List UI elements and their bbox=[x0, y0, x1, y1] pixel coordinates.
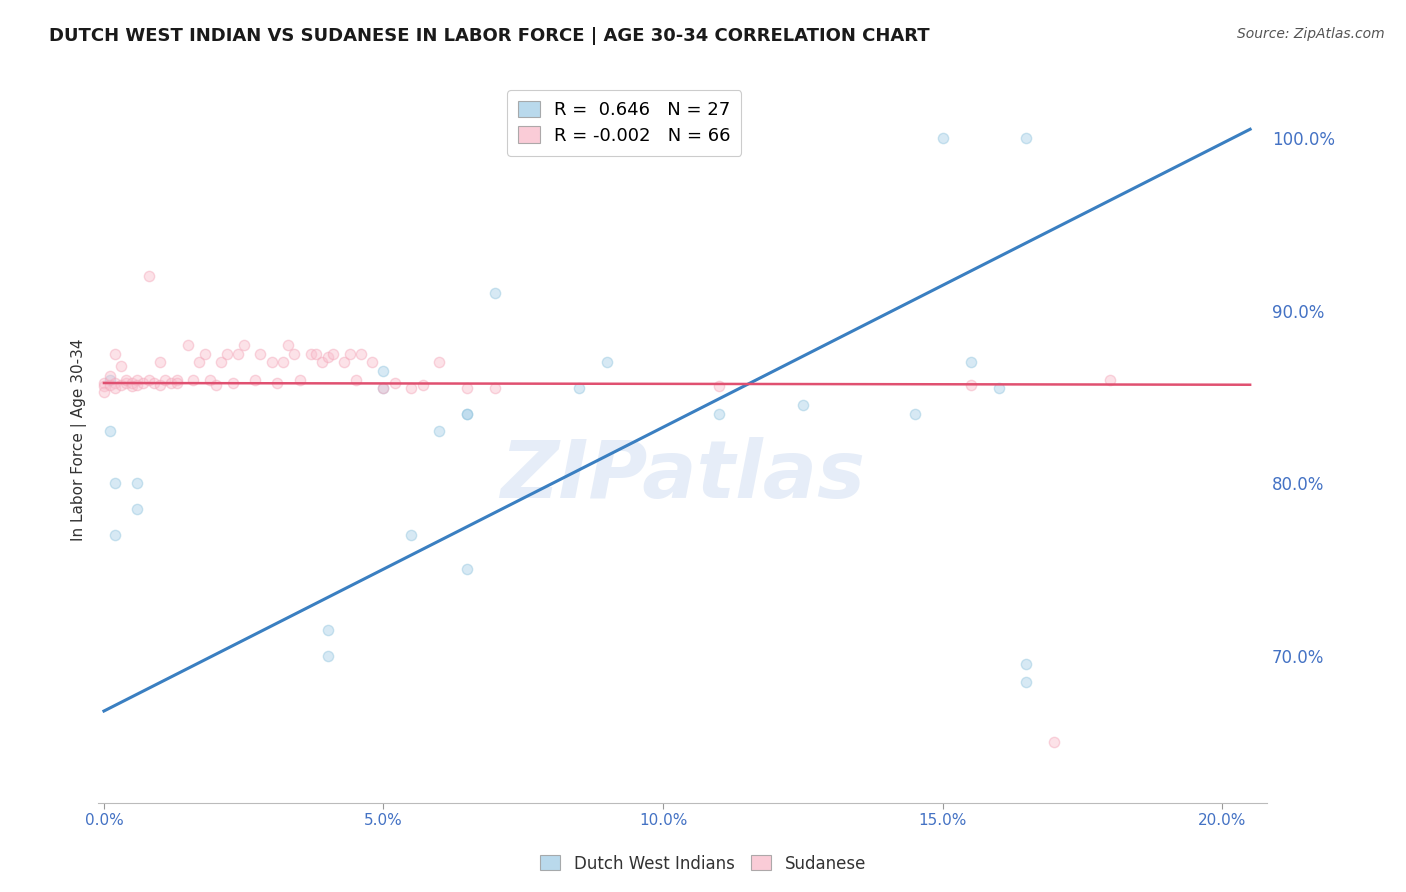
Point bbox=[188, 355, 211, 369]
Point bbox=[568, 381, 591, 395]
Point bbox=[110, 359, 132, 373]
Point bbox=[121, 379, 143, 393]
Point bbox=[98, 425, 121, 439]
Point bbox=[138, 373, 160, 387]
Point bbox=[1099, 373, 1122, 387]
Point bbox=[931, 131, 953, 145]
Point bbox=[456, 381, 478, 395]
Point bbox=[104, 528, 127, 542]
Point bbox=[283, 346, 305, 360]
Point bbox=[361, 355, 384, 369]
Point bbox=[305, 346, 328, 360]
Point bbox=[143, 376, 166, 390]
Point bbox=[260, 355, 283, 369]
Point bbox=[339, 346, 361, 360]
Point bbox=[166, 373, 188, 387]
Point bbox=[299, 346, 322, 360]
Point bbox=[98, 373, 121, 387]
Text: ZIPatlas: ZIPatlas bbox=[501, 437, 865, 516]
Point bbox=[384, 376, 406, 390]
Point bbox=[160, 376, 183, 390]
Text: DUTCH WEST INDIAN VS SUDANESE IN LABOR FORCE | AGE 30-34 CORRELATION CHART: DUTCH WEST INDIAN VS SUDANESE IN LABOR F… bbox=[49, 27, 929, 45]
Point bbox=[277, 338, 299, 352]
Point bbox=[456, 407, 478, 421]
Point bbox=[792, 399, 814, 413]
Point bbox=[350, 346, 373, 360]
Point bbox=[149, 377, 172, 392]
Point bbox=[121, 376, 143, 390]
Point bbox=[484, 381, 506, 395]
Point bbox=[104, 381, 127, 395]
Point bbox=[373, 381, 395, 395]
Point bbox=[1015, 657, 1038, 672]
Point bbox=[127, 377, 149, 392]
Point bbox=[904, 407, 927, 421]
Point bbox=[1015, 674, 1038, 689]
Point bbox=[1043, 735, 1066, 749]
Point bbox=[132, 376, 155, 390]
Point bbox=[401, 381, 423, 395]
Point bbox=[484, 286, 506, 301]
Point bbox=[288, 373, 311, 387]
Point bbox=[226, 346, 249, 360]
Point bbox=[115, 373, 138, 387]
Point bbox=[707, 379, 730, 393]
Point bbox=[429, 355, 451, 369]
Legend: R =  0.646   N = 27, R = -0.002   N = 66: R = 0.646 N = 27, R = -0.002 N = 66 bbox=[508, 90, 741, 155]
Point bbox=[707, 407, 730, 421]
Point bbox=[93, 376, 115, 390]
Point bbox=[959, 355, 981, 369]
Point bbox=[987, 381, 1010, 395]
Point bbox=[401, 528, 423, 542]
Point bbox=[183, 373, 205, 387]
Point bbox=[271, 355, 294, 369]
Point bbox=[104, 346, 127, 360]
Point bbox=[93, 379, 115, 393]
Point bbox=[104, 476, 127, 491]
Point bbox=[221, 376, 243, 390]
Point bbox=[98, 377, 121, 392]
Point bbox=[316, 648, 339, 663]
Y-axis label: In Labor Force | Age 30-34: In Labor Force | Age 30-34 bbox=[72, 339, 87, 541]
Legend: Dutch West Indians, Sudanese: Dutch West Indians, Sudanese bbox=[533, 848, 873, 880]
Point bbox=[322, 346, 344, 360]
Point bbox=[429, 425, 451, 439]
Point bbox=[344, 373, 367, 387]
Point bbox=[155, 373, 177, 387]
Point bbox=[115, 376, 138, 390]
Point bbox=[456, 407, 478, 421]
Point bbox=[373, 364, 395, 378]
Point bbox=[333, 355, 356, 369]
Point bbox=[138, 268, 160, 283]
Point bbox=[266, 376, 288, 390]
Point bbox=[959, 377, 981, 392]
Point bbox=[316, 623, 339, 637]
Point bbox=[373, 381, 395, 395]
Point bbox=[166, 376, 188, 390]
Point bbox=[1015, 131, 1038, 145]
Point bbox=[456, 562, 478, 576]
Point bbox=[232, 338, 254, 352]
Point bbox=[311, 355, 333, 369]
Point bbox=[412, 377, 434, 392]
Point bbox=[149, 355, 172, 369]
Point bbox=[194, 346, 217, 360]
Point bbox=[316, 350, 339, 364]
Point bbox=[596, 355, 619, 369]
Point bbox=[204, 377, 226, 392]
Point bbox=[127, 502, 149, 516]
Point bbox=[177, 338, 200, 352]
Point bbox=[98, 369, 121, 384]
Point bbox=[243, 373, 266, 387]
Point bbox=[249, 346, 271, 360]
Point bbox=[127, 373, 149, 387]
Point bbox=[215, 346, 238, 360]
Point bbox=[93, 384, 115, 399]
Point bbox=[104, 376, 127, 390]
Point bbox=[209, 355, 232, 369]
Text: Source: ZipAtlas.com: Source: ZipAtlas.com bbox=[1237, 27, 1385, 41]
Point bbox=[110, 377, 132, 392]
Point bbox=[127, 476, 149, 491]
Point bbox=[198, 373, 221, 387]
